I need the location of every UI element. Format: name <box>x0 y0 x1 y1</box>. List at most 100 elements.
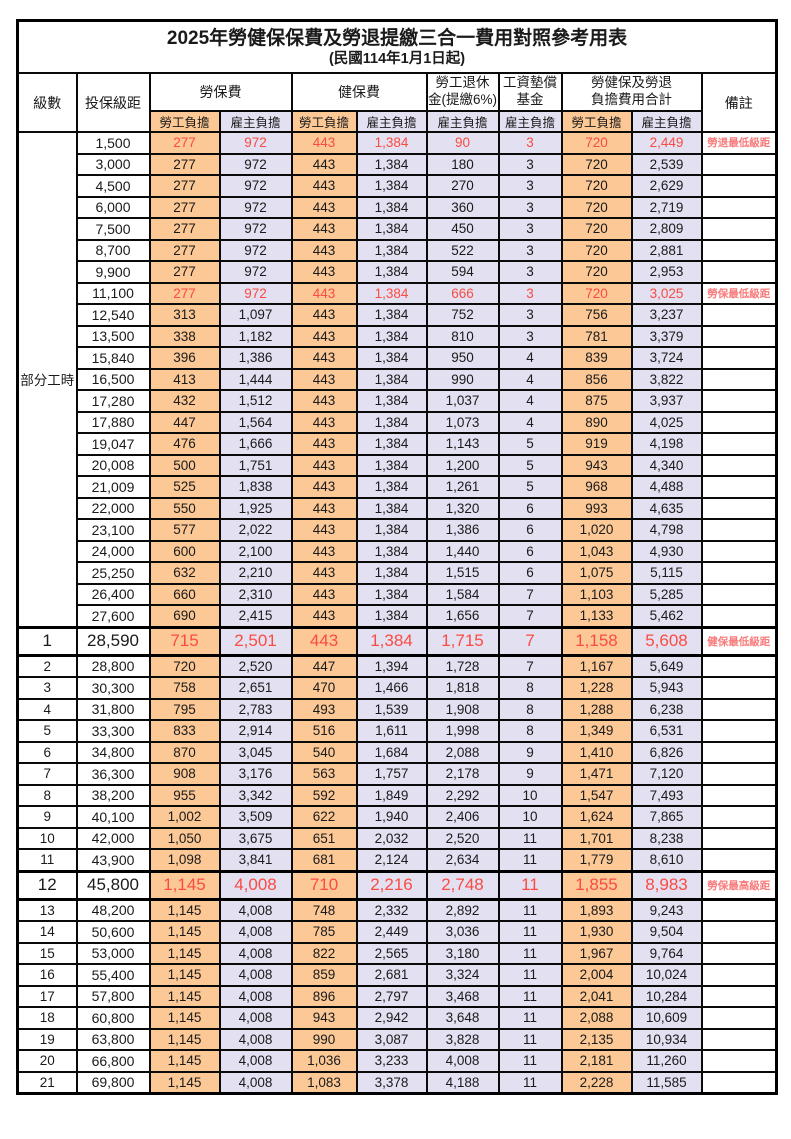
table-row: 8,700 277 972 443 1,384 522 3 720 2,881 <box>18 238 778 262</box>
cell-health-employee: 943 <box>290 1006 358 1030</box>
header-remark: 備註 <box>700 72 778 133</box>
cell-health-employer: 1,384 <box>355 475 428 499</box>
cell-labor-employee: 632 <box>148 561 221 585</box>
cell-total-employer: 6,826 <box>630 740 703 764</box>
cell-total-employer: 10,284 <box>630 984 703 1008</box>
cell-level: 11 <box>16 848 78 872</box>
cell-health-employee: 710 <box>290 869 358 901</box>
cell-health-employer: 1,384 <box>355 453 428 477</box>
cell-labor-employee: 1,002 <box>148 805 221 829</box>
cell-total-employee: 1,020 <box>560 518 633 542</box>
cell-salary-bracket: 48,200 <box>75 898 151 922</box>
cell-total-employee: 720 <box>560 217 633 241</box>
cell-health-employer: 1,384 <box>355 131 428 155</box>
cell-health-employee: 563 <box>290 762 358 786</box>
cell-health-employer: 1,384 <box>355 217 428 241</box>
cell-salary-bracket: 45,800 <box>75 869 151 901</box>
cell-remark <box>700 1070 778 1095</box>
cell-health-employee: 516 <box>290 719 358 743</box>
cell-labor-employee: 1,145 <box>148 1070 221 1095</box>
cell-total-employer: 5,608 <box>630 625 703 657</box>
cell-total-employer: 4,930 <box>630 539 703 563</box>
cell-pension-employer: 1,143 <box>425 432 500 456</box>
table-row: 13 48,200 1,145 4,008 748 2,332 2,892 11 1,893 9,… <box>16 898 778 922</box>
cell-pension-employer: 666 <box>425 281 500 305</box>
cell-total-employee: 1,547 <box>560 783 633 807</box>
cell-level: 8 <box>16 783 78 807</box>
cell-pension-employer: 1,440 <box>425 539 500 563</box>
cell-pension-employer: 2,634 <box>425 848 500 872</box>
cell-total-employee: 720 <box>560 281 633 305</box>
cell-labor-employee: 1,145 <box>148 898 221 922</box>
cell-pension-employer: 1,320 <box>425 496 500 520</box>
cell-health-employee: 443 <box>290 367 358 391</box>
cell-level: 14 <box>16 920 78 944</box>
cell-total-employer: 3,724 <box>630 346 703 370</box>
cell-labor-employee: 338 <box>148 324 221 348</box>
cell-labor-employee: 277 <box>148 152 221 176</box>
table-row: 18 60,800 1,145 4,008 943 2,942 3,648 11 2,088 10… <box>16 1006 778 1030</box>
cell-remark <box>700 389 778 413</box>
cell-total-employer: 3,379 <box>630 324 703 348</box>
cell-fund-employer: 3 <box>497 238 563 262</box>
cell-fund-employer: 11 <box>497 869 563 901</box>
cell-fund-employer: 6 <box>497 561 563 585</box>
cell-labor-employer: 2,501 <box>218 625 293 657</box>
cell-total-employee: 1,158 <box>560 625 633 657</box>
cell-labor-employer: 4,008 <box>218 920 293 944</box>
cell-labor-employee: 715 <box>148 625 221 657</box>
cell-total-employer: 2,539 <box>630 152 703 176</box>
cell-level: 16 <box>16 963 78 987</box>
cell-level: 4 <box>16 697 78 721</box>
cell-remark <box>700 697 778 721</box>
cell-salary-bracket: 60,800 <box>75 1006 151 1030</box>
cell-labor-employer: 1,564 <box>218 410 293 434</box>
cell-remark <box>700 676 778 700</box>
cell-health-employer: 1,384 <box>355 539 428 563</box>
cell-fund-employer: 7 <box>497 582 563 606</box>
cell-health-employer: 2,216 <box>355 869 428 901</box>
cell-salary-bracket: 22,000 <box>75 496 151 520</box>
cell-salary-bracket: 20,008 <box>75 453 151 477</box>
cell-remark <box>700 604 778 628</box>
cell-total-employer: 8,610 <box>630 848 703 872</box>
cell-labor-employee: 660 <box>148 582 221 606</box>
cell-pension-employer: 1,818 <box>425 676 500 700</box>
cell-labor-employer: 4,008 <box>218 869 293 901</box>
cell-labor-employee: 577 <box>148 518 221 542</box>
cell-salary-bracket: 13,500 <box>75 324 151 348</box>
cell-labor-employer: 4,008 <box>218 984 293 1008</box>
cell-health-employer: 1,384 <box>355 174 428 198</box>
cell-salary-bracket: 43,900 <box>75 848 151 872</box>
cell-pension-employer: 2,178 <box>425 762 500 786</box>
cell-level: 10 <box>16 826 78 850</box>
cell-health-employee: 592 <box>290 783 358 807</box>
cell-labor-employer: 3,675 <box>218 826 293 850</box>
cell-total-employee: 781 <box>560 324 633 348</box>
cell-level: 20 <box>16 1049 78 1073</box>
table-row: 11 43,900 1,098 3,841 681 2,124 2,634 11 1,779 8,… <box>16 848 778 872</box>
cell-total-employer: 2,809 <box>630 217 703 241</box>
cell-total-employer: 7,865 <box>630 805 703 829</box>
cell-labor-employer: 2,415 <box>218 604 293 628</box>
cell-total-employer: 2,719 <box>630 195 703 219</box>
cell-pension-employer: 2,088 <box>425 740 500 764</box>
cell-health-employer: 1,384 <box>355 324 428 348</box>
cell-health-employer: 2,942 <box>355 1006 428 1030</box>
cell-labor-employee: 277 <box>148 260 221 284</box>
cell-salary-bracket: 16,500 <box>75 367 151 391</box>
cell-health-employee: 447 <box>290 654 358 678</box>
cell-health-employer: 1,394 <box>355 654 428 678</box>
cell-labor-employee: 1,145 <box>148 920 221 944</box>
cell-labor-employee: 908 <box>148 762 221 786</box>
table-row: 15,840 396 1,386 443 1,384 950 4 839 3,724 <box>18 346 778 370</box>
cell-fund-employer: 10 <box>497 783 563 807</box>
cell-health-employee: 443 <box>290 561 358 585</box>
cell-labor-employee: 313 <box>148 303 221 327</box>
cell-labor-employee: 600 <box>148 539 221 563</box>
cell-health-employer: 1,384 <box>355 432 428 456</box>
cell-health-employer: 2,681 <box>355 963 428 987</box>
cell-labor-employer: 1,386 <box>218 346 293 370</box>
cell-labor-employer: 2,310 <box>218 582 293 606</box>
cell-total-employee: 756 <box>560 303 633 327</box>
